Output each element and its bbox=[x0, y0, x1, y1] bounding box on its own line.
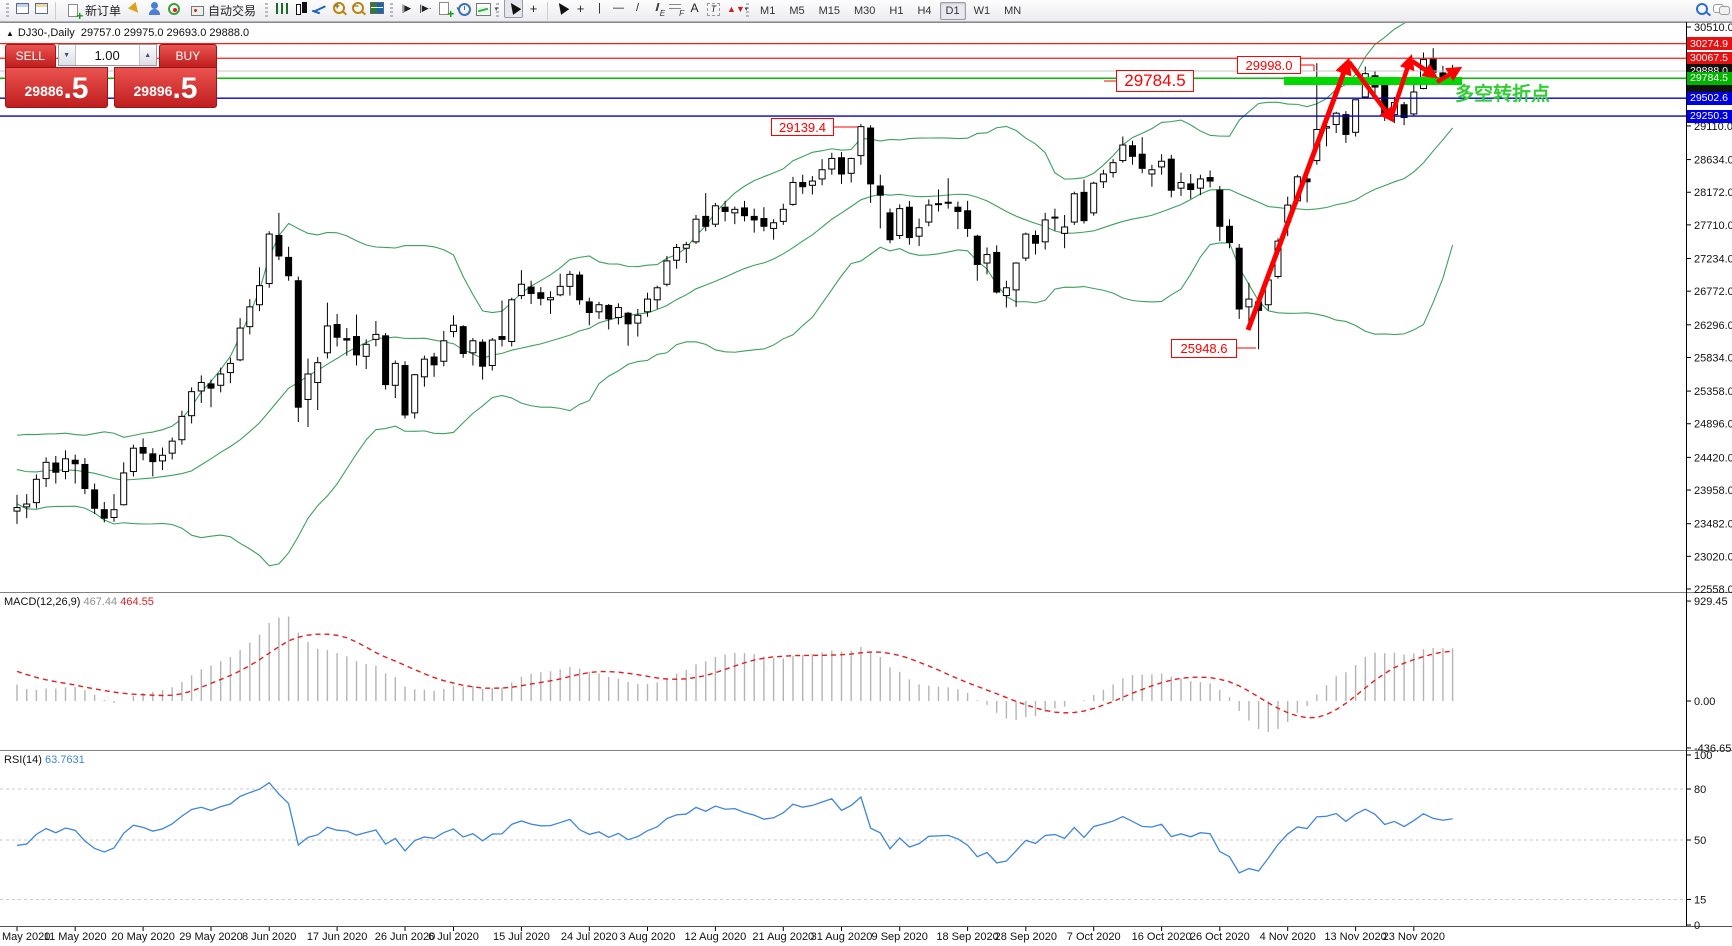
one-click-collapse-icon[interactable]: ▲ bbox=[6, 29, 14, 38]
auto-scroll-icon[interactable]: |▶ bbox=[401, 2, 412, 13]
symbol-period-label: DJ30-,Daily bbox=[17, 27, 75, 39]
cursor-icon[interactable] bbox=[553, 0, 570, 22]
macd-signal-value: 464.55 bbox=[120, 596, 154, 608]
text-icon[interactable]: A bbox=[690, 1, 699, 15]
price-badge-30067.5: 30067.5 bbox=[1687, 51, 1732, 65]
indicators-icon[interactable] bbox=[474, 0, 498, 22]
price-badge-29250.3: 29250.3 bbox=[1687, 109, 1732, 123]
chart-profiles-icon[interactable] bbox=[33, 0, 50, 22]
price-annotation-29998.0[interactable]: 29998.0 bbox=[1237, 56, 1301, 74]
timeframe-d1-button[interactable]: D1 bbox=[939, 1, 966, 20]
one-click-trading-panel: SELL ▼ 1.00 ▲ BUY 29886 .5 29896 .5 bbox=[5, 44, 217, 108]
crosshair-icon[interactable]: + bbox=[529, 0, 538, 16]
tile-windows-icon[interactable] bbox=[368, 0, 385, 22]
timeframe-m30-button[interactable]: M30 bbox=[854, 4, 876, 17]
volume-decrease-button[interactable]: ▼ bbox=[58, 45, 76, 65]
volume-increase-button[interactable]: ▲ bbox=[138, 45, 156, 65]
chart-window-icon[interactable] bbox=[14, 0, 31, 22]
candle-chart-icon[interactable] bbox=[292, 0, 309, 22]
new-order-button[interactable]: + 新订单 bbox=[61, 1, 125, 22]
bar-chart-icon[interactable] bbox=[273, 0, 290, 22]
text-label-icon[interactable]: T bbox=[705, 0, 722, 22]
price-annotation-29784.5[interactable]: 29784.5 bbox=[1116, 70, 1194, 92]
price-annotation-25948.6[interactable]: 25948.6 bbox=[1171, 339, 1237, 358]
zoom-in-icon[interactable]: + bbox=[330, 0, 347, 22]
rsi-indicator-label: RSI(14) 63.7631 bbox=[4, 754, 85, 766]
broadcast-icon[interactable] bbox=[165, 0, 182, 22]
arrows-icon[interactable]: ▲▼ bbox=[724, 0, 748, 22]
volume-stepper: ▼ 1.00 ▲ bbox=[57, 44, 157, 66]
new-chart-icon[interactable]: + bbox=[436, 0, 460, 22]
buy-button[interactable]: BUY bbox=[158, 44, 217, 68]
line-chart-icon[interactable] bbox=[311, 0, 328, 22]
community-icon[interactable] bbox=[146, 0, 163, 22]
volume-input[interactable]: 1.00 bbox=[94, 47, 120, 63]
macd-indicator-label: MACD(12,26,9) 467.44 464.55 bbox=[4, 596, 154, 608]
buy-price-frac: .5 bbox=[172, 72, 198, 105]
pivot-point-label[interactable]: 多空转折点 bbox=[1455, 84, 1551, 105]
rsi-value: 63.7631 bbox=[44, 754, 85, 766]
sell-price-frac: .5 bbox=[63, 72, 89, 105]
zoom-out-icon[interactable]: − bbox=[349, 0, 366, 22]
price-badge-29502.6: 29502.6 bbox=[1687, 91, 1732, 105]
toolbar-separator bbox=[547, 1, 549, 20]
auto-trading-button[interactable]: 自动交易 bbox=[184, 1, 260, 20]
chart-title: ▲ DJ30-,Daily 29757.0 29975.0 29693.0 298… bbox=[6, 27, 249, 39]
timeframe-m5-button[interactable]: M5 bbox=[789, 4, 805, 17]
toolbar-grip bbox=[390, 2, 394, 19]
timeframe-mn-button[interactable]: MN bbox=[1004, 4, 1022, 17]
fibonacci-icon[interactable]: F bbox=[667, 0, 684, 22]
macd-main-value: 467.44 bbox=[83, 596, 118, 608]
timeframe-m15-button[interactable]: M15 bbox=[818, 4, 840, 17]
sell-price-main: 29886 bbox=[24, 83, 64, 99]
search-icon[interactable] bbox=[1693, 0, 1710, 22]
timeframe-h1-button[interactable]: H1 bbox=[889, 4, 904, 17]
timeframe-h4-button[interactable]: H4 bbox=[917, 4, 932, 17]
sell-button[interactable]: SELL bbox=[5, 44, 56, 68]
sell-price-display[interactable]: 29886 .5 bbox=[5, 67, 108, 108]
buy-price-display[interactable]: 29896 .5 bbox=[114, 67, 217, 108]
cursor-icon[interactable] bbox=[504, 0, 524, 23]
title-ohlc-values: 29757.0 29975.0 29693.0 29888.0 bbox=[80, 27, 250, 39]
main-toolbar: +新订单自动交易+−|▶|▶·+++|—///EFAT▲▼M1M5M15M30H… bbox=[0, 0, 1732, 22]
buy-price-main: 29896 bbox=[133, 83, 173, 99]
macd-name: MACD(12,26,9) bbox=[4, 596, 81, 608]
horizontal-line-icon[interactable]: — bbox=[613, 2, 625, 14]
price-annotation-29139.4[interactable]: 29139.4 bbox=[771, 118, 834, 136]
channel-icon[interactable]: //E bbox=[655, 2, 666, 18]
vertical-line-icon[interactable]: | bbox=[598, 2, 601, 14]
rsi-name: RSI(14) bbox=[4, 754, 42, 766]
toolbar-grip bbox=[265, 2, 269, 19]
toolbar-separator bbox=[55, 1, 56, 20]
styles-icon[interactable] bbox=[127, 0, 144, 22]
price-badge-30274.9: 30274.9 bbox=[1687, 37, 1732, 51]
price-badge-29784.5: 29784.5 bbox=[1687, 71, 1732, 85]
timeframe-w1-button[interactable]: W1 bbox=[973, 4, 991, 17]
crosshair-icon[interactable]: + bbox=[576, 0, 585, 16]
chart-background bbox=[0, 22, 1732, 946]
chart-shift-icon[interactable]: |▶· bbox=[419, 2, 432, 13]
clock-icon[interactable] bbox=[455, 0, 472, 22]
chat-icon[interactable] bbox=[1712, 0, 1730, 22]
timeframe-m1-button[interactable]: M1 bbox=[760, 4, 776, 17]
trendline-icon[interactable]: / bbox=[636, 2, 640, 14]
toolbar-grip bbox=[6, 2, 9, 19]
